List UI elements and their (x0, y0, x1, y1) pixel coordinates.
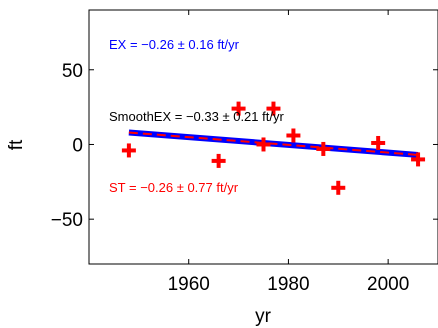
data-point (411, 152, 426, 167)
data-point (211, 153, 226, 168)
data-point (121, 143, 136, 158)
y-tick-label: 0 (72, 135, 83, 156)
x-tick-label: 1980 (267, 274, 309, 295)
data-point (256, 137, 271, 152)
y-axis-label: ft (6, 139, 27, 150)
annotation-st: ST = −0.26 ± 0.77 ft/yr (109, 180, 239, 195)
y-tick-label: 50 (62, 61, 83, 82)
y-ticks: 50 0 −50 (51, 61, 438, 231)
annotation-smoothex: SmoothEX = −0.33 ± 0.21 ft/yr (109, 109, 284, 124)
data-point (286, 128, 301, 143)
annotation-ex: EX = −0.26 ± 0.16 ft/yr (109, 37, 240, 52)
trend-lines (128, 129, 419, 158)
data-point (316, 141, 331, 156)
data-points (121, 101, 426, 195)
y-tick-label: −50 (51, 210, 83, 231)
x-tick-label: 1960 (168, 274, 210, 295)
x-tick-label: 2000 (367, 274, 409, 295)
data-point (266, 101, 281, 116)
st-trend-line (128, 131, 419, 156)
x-ticks: 1960 1980 2000 (168, 10, 409, 295)
data-point (231, 101, 246, 116)
data-point (371, 135, 386, 150)
x-axis-label: yr (255, 306, 272, 327)
data-point (331, 180, 346, 195)
